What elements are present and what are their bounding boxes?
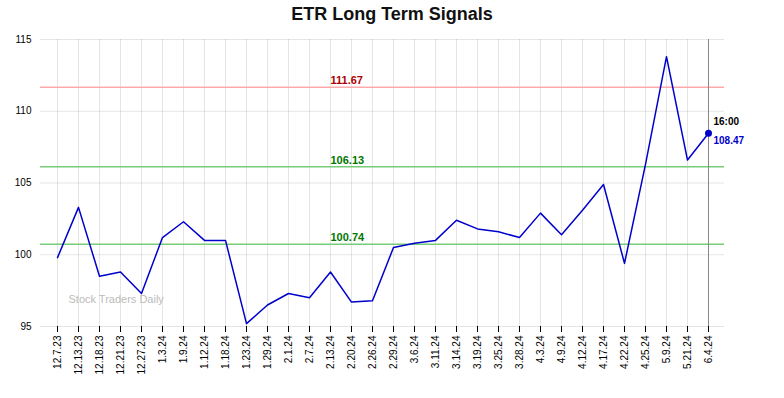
svg-text:100.74: 100.74 bbox=[331, 231, 366, 243]
svg-text:5.21.24: 5.21.24 bbox=[682, 335, 693, 369]
svg-text:3.19.24: 3.19.24 bbox=[472, 335, 483, 369]
svg-text:106.13: 106.13 bbox=[331, 154, 365, 166]
svg-text:12.21.23: 12.21.23 bbox=[115, 335, 126, 374]
svg-text:1.9.24: 1.9.24 bbox=[178, 335, 189, 363]
svg-text:16:00: 16:00 bbox=[714, 116, 740, 127]
svg-text:2.29.24: 2.29.24 bbox=[388, 335, 399, 369]
svg-text:3.25.24: 3.25.24 bbox=[493, 335, 504, 369]
svg-text:1.23.24: 1.23.24 bbox=[241, 335, 252, 369]
svg-text:4.25.24: 4.25.24 bbox=[640, 335, 651, 369]
svg-text:2.20.24: 2.20.24 bbox=[346, 335, 357, 369]
svg-text:2.26.24: 2.26.24 bbox=[367, 335, 378, 369]
svg-text:105: 105 bbox=[15, 177, 32, 188]
svg-text:1.18.24: 1.18.24 bbox=[220, 335, 231, 369]
svg-text:1.29.24: 1.29.24 bbox=[262, 335, 273, 369]
svg-text:95: 95 bbox=[20, 321, 32, 332]
svg-text:4.9.24: 4.9.24 bbox=[556, 335, 567, 363]
svg-text:3.6.24: 3.6.24 bbox=[409, 335, 420, 363]
svg-text:100: 100 bbox=[15, 249, 32, 260]
svg-text:5.9.24: 5.9.24 bbox=[661, 335, 672, 363]
svg-text:110: 110 bbox=[16, 105, 32, 116]
svg-text:2.13.24: 2.13.24 bbox=[325, 335, 336, 369]
svg-text:12.13.23: 12.13.23 bbox=[73, 335, 84, 374]
svg-text:108.47: 108.47 bbox=[714, 135, 745, 146]
svg-text:12.27.23: 12.27.23 bbox=[136, 335, 147, 374]
svg-text:3.11.24: 3.11.24 bbox=[430, 335, 441, 368]
svg-text:4.3.24: 4.3.24 bbox=[535, 335, 546, 363]
svg-text:Stock Traders Daily: Stock Traders Daily bbox=[69, 293, 165, 305]
svg-text:3.28.24: 3.28.24 bbox=[514, 335, 525, 369]
svg-text:115: 115 bbox=[16, 34, 32, 45]
svg-text:111.67: 111.67 bbox=[331, 74, 363, 86]
svg-text:1.12.24: 1.12.24 bbox=[199, 335, 210, 369]
svg-text:3.14.24: 3.14.24 bbox=[451, 335, 462, 369]
svg-text:6.4.24: 6.4.24 bbox=[703, 335, 714, 363]
svg-text:2.1.24: 2.1.24 bbox=[283, 335, 294, 363]
svg-text:4.22.24: 4.22.24 bbox=[619, 335, 630, 369]
svg-text:12.18.23: 12.18.23 bbox=[94, 335, 105, 374]
svg-text:1.3.24: 1.3.24 bbox=[157, 335, 168, 363]
svg-text:4.17.24: 4.17.24 bbox=[598, 335, 609, 369]
html-text:ETR Long Term Signals: ETR Long Term Signals bbox=[291, 4, 493, 24]
svg-text:2.7.24: 2.7.24 bbox=[304, 335, 315, 363]
svg-text:12.7.23: 12.7.23 bbox=[52, 335, 63, 369]
svg-text:4.12.24: 4.12.24 bbox=[577, 335, 588, 369]
